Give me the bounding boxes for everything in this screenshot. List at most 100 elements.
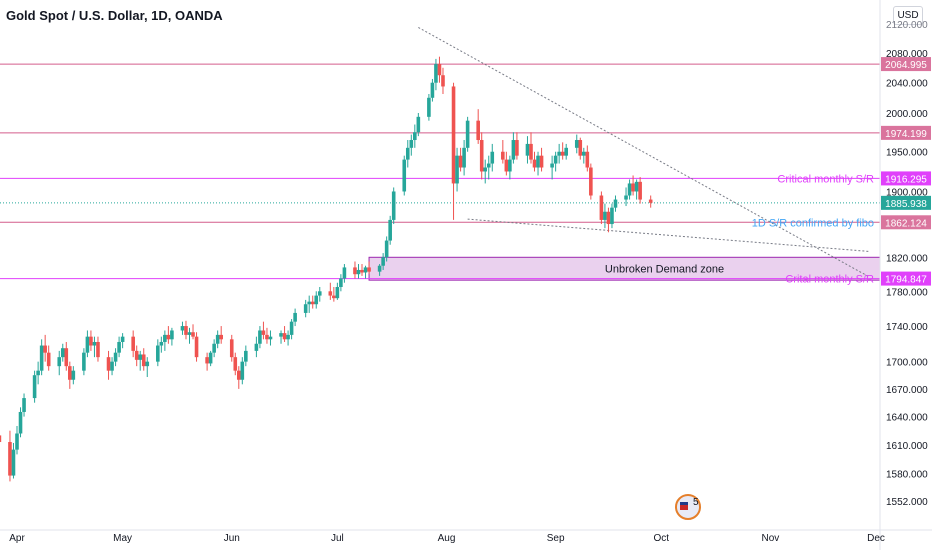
candle xyxy=(289,319,294,340)
candle xyxy=(134,345,139,367)
candle-body xyxy=(490,151,495,164)
candle xyxy=(603,203,607,229)
candle xyxy=(219,326,223,344)
candle xyxy=(43,334,47,362)
candle-body xyxy=(289,321,294,335)
candle xyxy=(624,187,628,207)
candle xyxy=(462,140,466,176)
candle xyxy=(117,336,121,358)
candle xyxy=(22,393,26,417)
candle-body xyxy=(339,278,343,288)
candle-body xyxy=(416,116,421,133)
candle xyxy=(187,327,192,344)
candle-body xyxy=(529,143,533,160)
last-price-tag: 1885.938 xyxy=(881,195,931,210)
candle-body xyxy=(525,143,530,156)
watermark-badge: 5 xyxy=(675,494,701,520)
y-tick-label: 1950.000 xyxy=(886,148,928,159)
currency-button[interactable]: USD xyxy=(893,6,923,25)
candle-body xyxy=(229,339,234,358)
candle xyxy=(96,336,100,362)
candle xyxy=(353,261,357,279)
candle-body xyxy=(634,181,639,192)
candle xyxy=(335,282,340,300)
candle xyxy=(504,151,509,176)
candle xyxy=(166,326,171,344)
candle-body xyxy=(610,207,614,225)
candle xyxy=(156,339,160,367)
candle xyxy=(8,430,12,482)
candle-body xyxy=(388,219,392,241)
candle-body xyxy=(82,352,86,371)
candle xyxy=(236,366,241,389)
candle xyxy=(589,163,593,200)
candle-body xyxy=(57,357,62,367)
candle xyxy=(113,348,118,367)
candle xyxy=(451,82,456,220)
candle-body xyxy=(557,151,561,156)
candle xyxy=(483,159,488,184)
candle xyxy=(184,320,188,340)
candle-body xyxy=(391,191,396,220)
candle xyxy=(578,137,583,160)
demand-zone-label: Unbroken Demand zone xyxy=(605,264,724,276)
candle xyxy=(92,336,97,358)
price-axis[interactable]: 2064.995 1974.199 1916.295 1862.124 1794.847… xyxy=(881,20,931,508)
y-tick-label: 1900.000 xyxy=(886,187,928,198)
candle-body xyxy=(215,334,220,344)
candle-body xyxy=(413,132,417,141)
levels-layer xyxy=(0,63,880,280)
candle xyxy=(170,327,174,346)
candle xyxy=(240,357,245,385)
candle-body xyxy=(8,442,12,476)
x-tick-label: Jun xyxy=(224,533,240,544)
candle-body xyxy=(22,398,26,412)
candle-body xyxy=(335,287,340,299)
candle xyxy=(532,151,537,172)
candle xyxy=(638,177,642,204)
candle-body xyxy=(96,341,100,358)
candle-body xyxy=(508,159,512,172)
candle-body xyxy=(479,140,484,172)
candle xyxy=(138,350,143,371)
x-tick-label: May xyxy=(113,533,132,544)
candle xyxy=(585,145,590,172)
candle xyxy=(416,113,421,137)
candle-body xyxy=(36,370,40,376)
candle xyxy=(265,327,269,344)
candle xyxy=(261,321,266,340)
candle-body xyxy=(187,332,192,335)
candle xyxy=(191,324,195,340)
candle-body xyxy=(550,163,554,168)
level-annotation: 1D S/R confirmed by fibo xyxy=(752,217,874,229)
y-tick-label: 1820.000 xyxy=(886,253,928,264)
candle xyxy=(110,357,114,376)
candle-body xyxy=(184,326,188,335)
candle xyxy=(536,151,540,176)
candle xyxy=(427,93,431,121)
candle-body xyxy=(536,155,540,168)
candle xyxy=(388,215,392,245)
candle xyxy=(377,264,382,276)
y-tick-label: 1610.000 xyxy=(886,441,928,452)
candle xyxy=(205,352,209,371)
candle xyxy=(229,334,234,362)
candle-body xyxy=(462,147,466,168)
price-level-tag: 1916.295 xyxy=(881,171,931,186)
candle-body xyxy=(92,341,97,346)
candle xyxy=(215,330,220,349)
candle-body xyxy=(138,354,143,360)
candle-body xyxy=(233,357,238,371)
candle-body xyxy=(631,183,635,192)
candle xyxy=(11,442,16,479)
candle-body xyxy=(613,199,618,208)
candle-body xyxy=(451,86,456,184)
candle xyxy=(60,343,65,362)
chart-title: Gold Spot / U.S. Dollar, 1D, OANDA xyxy=(6,8,223,23)
candle-body xyxy=(11,449,16,476)
candle-body xyxy=(553,155,558,164)
candle xyxy=(581,147,586,164)
candle xyxy=(332,287,336,302)
